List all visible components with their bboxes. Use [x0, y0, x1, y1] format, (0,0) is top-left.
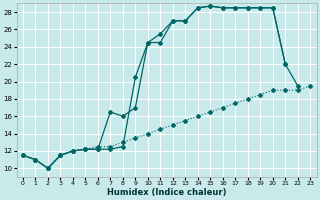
X-axis label: Humidex (Indice chaleur): Humidex (Indice chaleur)	[107, 188, 226, 197]
